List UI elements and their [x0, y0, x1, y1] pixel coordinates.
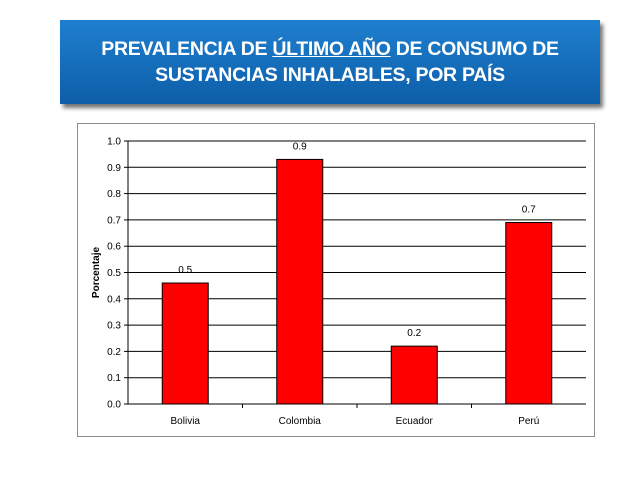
title-line-1: PREVALENCIA DE ÚLTIMO AÑO DE CONSUMO DE: [60, 36, 600, 62]
data-label: 0.9: [293, 141, 307, 152]
x-tick-label: Perú: [518, 416, 539, 427]
y-tick-label: 1.0: [107, 137, 121, 148]
title-underlined: ÚLTIMO AÑO: [272, 38, 391, 60]
title-banner: PREVALENCIA DE ÚLTIMO AÑO DE CONSUMO DE …: [60, 20, 600, 104]
x-tick-label: Colombia: [279, 416, 322, 427]
y-tick-label: 0.2: [107, 347, 121, 358]
bar-bolivia: [161, 282, 209, 405]
bar-perú: [505, 222, 553, 405]
y-tick-label: 0.6: [107, 242, 121, 253]
x-tick-label: Bolivia: [171, 416, 201, 427]
data-label: 0.2: [407, 328, 421, 339]
data-label: 0.5: [178, 265, 192, 276]
y-tick-label: 0.0: [107, 400, 121, 411]
y-tick-label: 0.4: [107, 294, 121, 305]
y-tick-label: 0.3: [107, 321, 121, 332]
y-tick-label: 0.7: [107, 215, 121, 226]
y-tick-label: 0.9: [107, 163, 121, 174]
bar-colombia: [276, 158, 324, 405]
y-axis-label: Porcentaje: [91, 246, 102, 298]
bar-ecuador: [390, 345, 438, 405]
data-label: 0.7: [522, 205, 536, 216]
title-line-2: SUSTANCIAS INHALABLES, POR PAÍS: [155, 64, 505, 86]
y-tick-label: 0.5: [107, 268, 121, 279]
y-tick-label: 0.8: [107, 189, 121, 200]
x-tick-label: Ecuador: [396, 416, 434, 427]
y-tick-label: 0.1: [107, 373, 121, 384]
title-part-1: PREVALENCIA DE: [101, 38, 273, 60]
title-part-2: DE CONSUMO DE: [390, 38, 559, 60]
